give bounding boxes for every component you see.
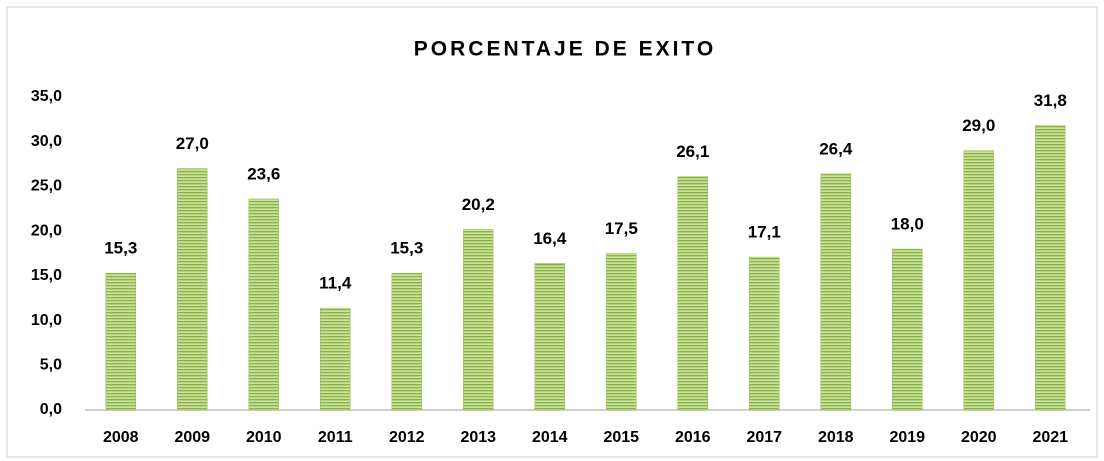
data-label: 18,0 bbox=[891, 215, 924, 234]
y-tick-label: 20,0 bbox=[31, 222, 62, 239]
x-tick-label: 2015 bbox=[603, 429, 639, 446]
x-tick-label: 2010 bbox=[246, 429, 282, 446]
data-label: 17,1 bbox=[748, 223, 781, 242]
bar bbox=[820, 173, 851, 411]
x-tick-label: 2018 bbox=[818, 429, 854, 446]
y-tick-label: 25,0 bbox=[31, 178, 62, 195]
data-label: 31,8 bbox=[1034, 91, 1067, 110]
data-label: 16,4 bbox=[533, 229, 567, 248]
x-tick-label: 2020 bbox=[961, 429, 997, 446]
x-tick-label: 2009 bbox=[174, 429, 210, 446]
x-tick-label: 2016 bbox=[675, 429, 711, 446]
x-tick-label: 2021 bbox=[1032, 429, 1068, 446]
bar bbox=[105, 272, 136, 411]
data-label: 29,0 bbox=[962, 116, 995, 135]
x-tick-label: 2019 bbox=[889, 429, 925, 446]
data-label: 23,6 bbox=[247, 164, 280, 183]
bar bbox=[677, 176, 708, 411]
bar bbox=[391, 272, 422, 411]
bar bbox=[606, 253, 637, 411]
x-tick-label: 2013 bbox=[460, 429, 496, 446]
y-tick-label: 35,0 bbox=[31, 88, 62, 105]
bar bbox=[963, 150, 994, 411]
bar bbox=[749, 256, 780, 411]
data-label: 15,3 bbox=[390, 239, 423, 258]
y-tick-label: 30,0 bbox=[31, 133, 62, 150]
bar bbox=[892, 248, 923, 411]
data-label: 27,0 bbox=[176, 134, 209, 153]
data-label: 26,4 bbox=[819, 139, 853, 158]
bar bbox=[177, 168, 208, 411]
data-label: 26,1 bbox=[676, 142, 709, 161]
bar bbox=[320, 307, 351, 411]
bar bbox=[463, 229, 494, 411]
data-label: 17,5 bbox=[605, 219, 638, 238]
y-tick-label: 5,0 bbox=[40, 357, 62, 374]
y-tick-label: 0,0 bbox=[40, 401, 62, 418]
x-tick-label: 2011 bbox=[318, 429, 353, 446]
chart-title: PORCENTAJE DE EXITO bbox=[414, 38, 716, 61]
x-tick-label: 2008 bbox=[103, 429, 139, 446]
y-tick-label: 15,0 bbox=[31, 267, 62, 284]
x-tick-label: 2014 bbox=[532, 429, 568, 446]
x-tick-label: 2012 bbox=[389, 429, 425, 446]
data-label: 15,3 bbox=[104, 239, 137, 258]
y-tick-label: 10,0 bbox=[31, 312, 62, 329]
data-label: 20,2 bbox=[462, 195, 495, 214]
x-tick-label: 2017 bbox=[746, 429, 782, 446]
bar bbox=[534, 263, 565, 411]
bar bbox=[248, 198, 279, 411]
bar bbox=[1035, 125, 1066, 411]
data-label: 11,4 bbox=[319, 274, 352, 293]
